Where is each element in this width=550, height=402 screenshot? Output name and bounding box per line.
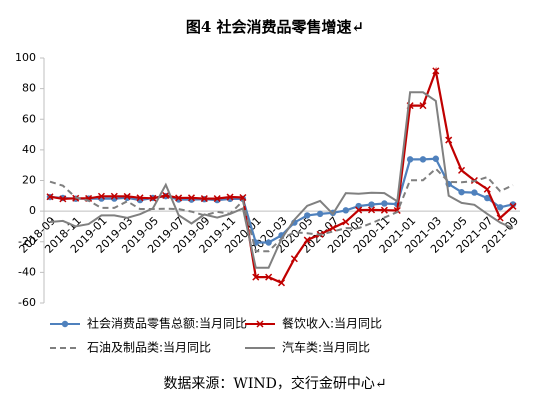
data-point [175, 194, 183, 202]
data-point [277, 279, 286, 287]
data-point [367, 206, 376, 214]
data-point [458, 188, 465, 196]
y-tick-label: 60 [22, 112, 36, 125]
data-point [445, 136, 453, 144]
series-line [49, 91, 514, 269]
data-point [432, 67, 440, 75]
data-point [136, 194, 144, 202]
data-point [304, 212, 311, 219]
data-point [471, 189, 478, 196]
data-point [496, 204, 504, 211]
y-tick-label: -40 [18, 265, 36, 278]
data-point [162, 191, 170, 200]
legend-marker [256, 320, 264, 328]
data-point [59, 195, 67, 203]
data-point [290, 255, 298, 263]
y-tick-label: 40 [22, 143, 36, 156]
data-point [342, 207, 350, 214]
data-point [419, 102, 427, 110]
data-point [316, 210, 324, 218]
data-point [355, 206, 363, 214]
data-point [329, 224, 337, 232]
legend-label: 石油及制品类:当月同比 [87, 341, 211, 355]
y-tick-label: -20 [18, 235, 36, 248]
y-tick-label: -60 [18, 296, 36, 309]
data-point [509, 201, 517, 208]
data-point [149, 194, 157, 202]
data-point [484, 194, 491, 202]
data-point [432, 155, 440, 162]
data-point [110, 192, 118, 200]
data-point [213, 195, 221, 203]
data-point [187, 194, 196, 202]
y-tick-label: 20 [22, 174, 36, 187]
data-point [46, 193, 54, 201]
legend-marker [61, 320, 69, 328]
data-point [458, 166, 466, 174]
data-point [483, 185, 491, 193]
data-point [368, 201, 375, 208]
legend-label: 社会消费品零售总额:当月同比 [87, 316, 247, 331]
data-point [406, 156, 414, 163]
chart-title: 图4 社会消费品零售增速↵ [186, 18, 364, 36]
data-point [381, 200, 388, 207]
source-note: 数据来源：WIND，交行金研中心↵ [163, 375, 386, 392]
legend-label: 餐饮收入:当月同比 [282, 316, 382, 331]
data-point [226, 193, 234, 201]
data-point [419, 156, 427, 163]
data-point [342, 218, 350, 226]
y-tick-label: 0 [29, 204, 36, 217]
data-point [303, 236, 311, 244]
data-point [239, 193, 247, 202]
data-point [265, 239, 272, 246]
data-point [380, 206, 388, 214]
data-point [123, 192, 131, 200]
data-point [97, 192, 105, 200]
data-point [265, 273, 273, 281]
data-point [200, 195, 208, 203]
y-tick-label: 100 [15, 51, 36, 64]
legend-label: 汽车类:当月同比 [282, 340, 370, 355]
data-point [509, 202, 517, 210]
data-point [252, 273, 260, 281]
y-tick-label: 80 [22, 82, 36, 95]
